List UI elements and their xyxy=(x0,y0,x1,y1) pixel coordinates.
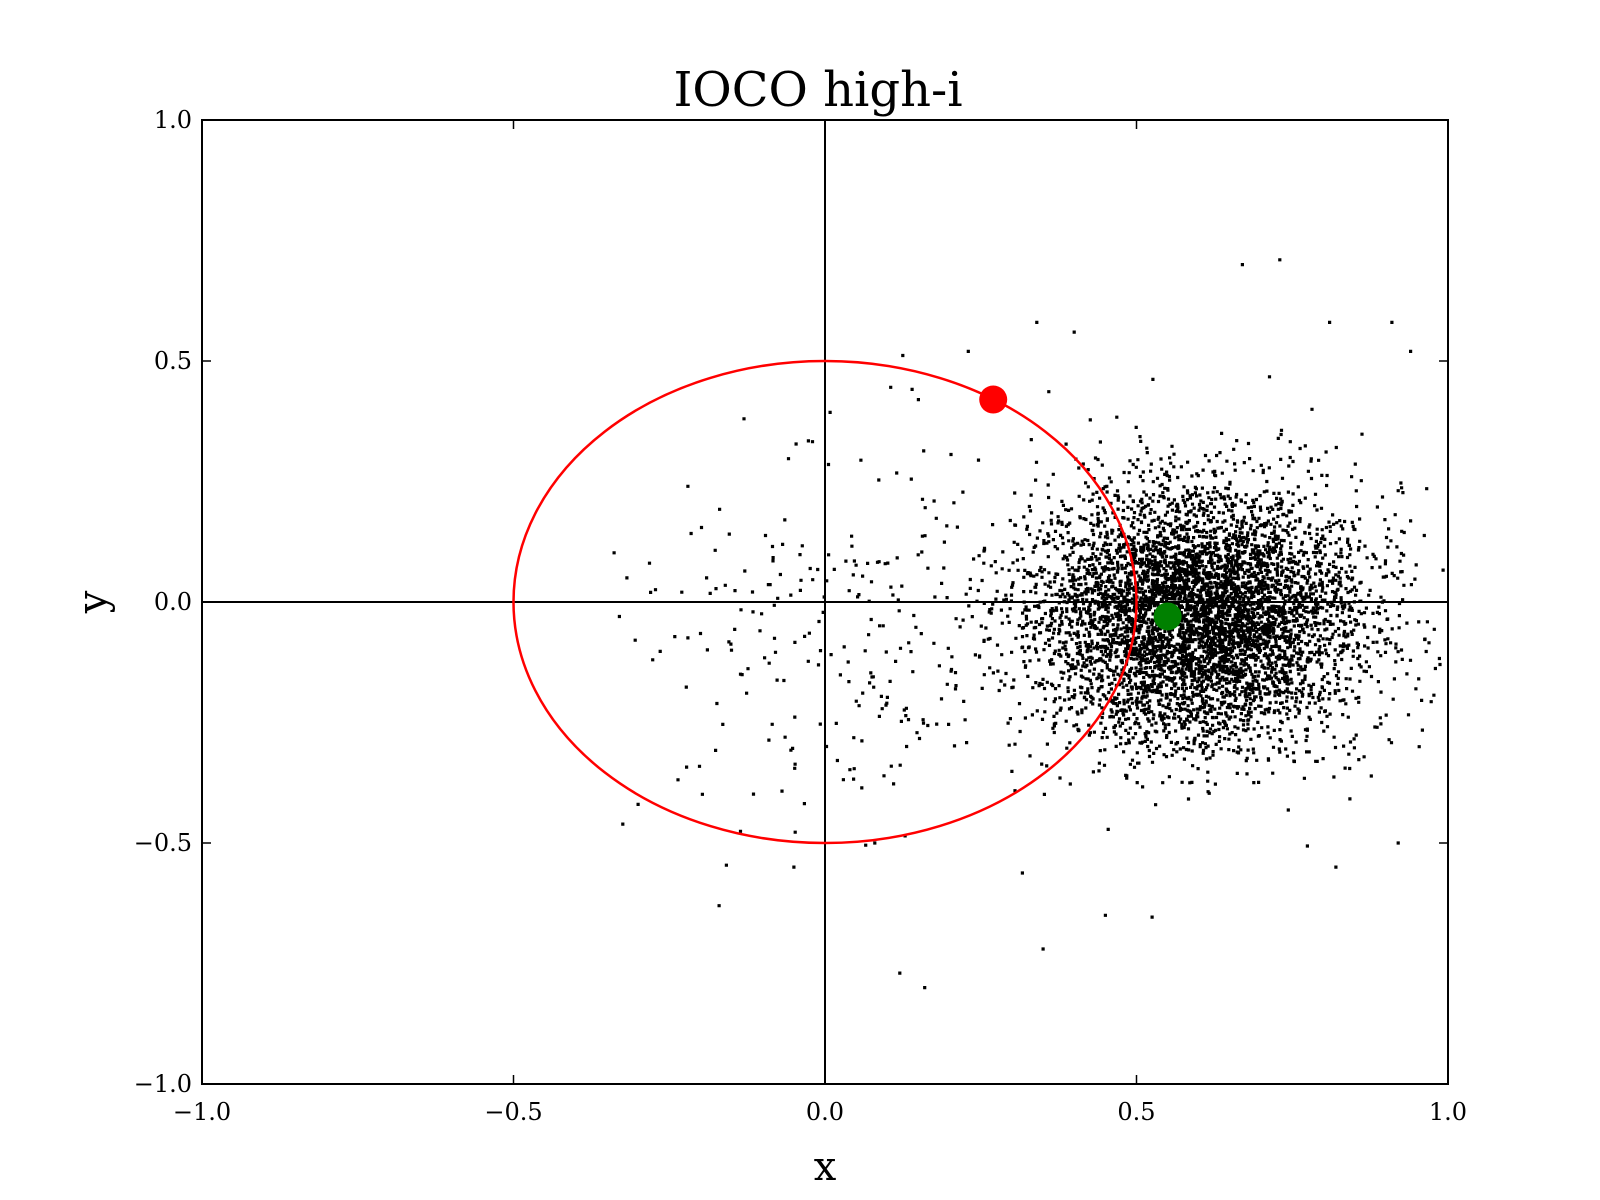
x-tick-label: −1.0 xyxy=(173,1098,231,1126)
x-tick-label: 1.0 xyxy=(1429,1098,1467,1126)
y-tick-label: −0.5 xyxy=(134,829,192,857)
scatter-points xyxy=(808,375,1445,919)
scatter-outliers xyxy=(612,258,1413,990)
y-axis-label: y xyxy=(70,590,116,614)
x-tick-label: −0.5 xyxy=(484,1098,542,1126)
tick-marks xyxy=(201,119,1449,1085)
x-tick-labels: −1.0 −0.5 0.0 0.5 1.0 xyxy=(173,1098,1467,1126)
red-point xyxy=(979,385,1008,414)
x-tick-label: 0.0 xyxy=(806,1098,844,1126)
chart-title: IOCO high-i xyxy=(673,62,962,118)
scatter-cloud xyxy=(612,258,1445,990)
y-tick-labels: 1.0 0.5 0.0 −0.5 −1.0 xyxy=(134,106,192,1098)
red-circle xyxy=(512,359,1138,845)
green-point xyxy=(1153,602,1182,631)
plot-area xyxy=(202,120,1448,1084)
x-axis-label: x xyxy=(814,1144,837,1190)
y-tick-label: 0.5 xyxy=(154,347,192,375)
y-tick-label: −1.0 xyxy=(134,1070,192,1098)
y-tick-label: 0.0 xyxy=(154,588,192,616)
y-tick-label: 1.0 xyxy=(154,106,192,134)
x-tick-label: 0.5 xyxy=(1117,1098,1155,1126)
